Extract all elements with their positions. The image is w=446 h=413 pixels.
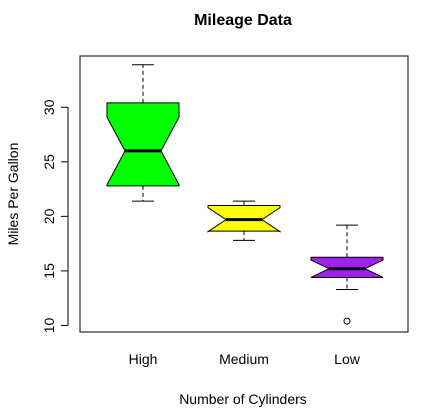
- box-high: [106, 102, 180, 187]
- x-tick-label-medium: Medium: [219, 351, 269, 367]
- y-axis: 10 15 20 25 30: [41, 99, 68, 333]
- y-tick-label-15: 15: [41, 263, 57, 279]
- x-axis-label: Number of Cylinders: [179, 391, 307, 407]
- x-tick-label-high: High: [129, 351, 158, 367]
- y-tick-label-25: 25: [41, 154, 57, 170]
- y-tick-label-10: 10: [41, 317, 57, 333]
- y-axis-label: Miles Per Gallon: [5, 143, 21, 246]
- outlier-point-low-0: [343, 317, 351, 325]
- x-axis: High Medium Low: [129, 351, 361, 367]
- x-tick-label-low: Low: [334, 351, 361, 367]
- boxes-layer: [106, 64, 384, 325]
- chart-title: Mileage Data: [194, 12, 292, 29]
- plot-frame: [79, 55, 409, 333]
- y-tick-label-30: 30: [41, 99, 57, 115]
- y-tick-label-20: 20: [41, 208, 57, 224]
